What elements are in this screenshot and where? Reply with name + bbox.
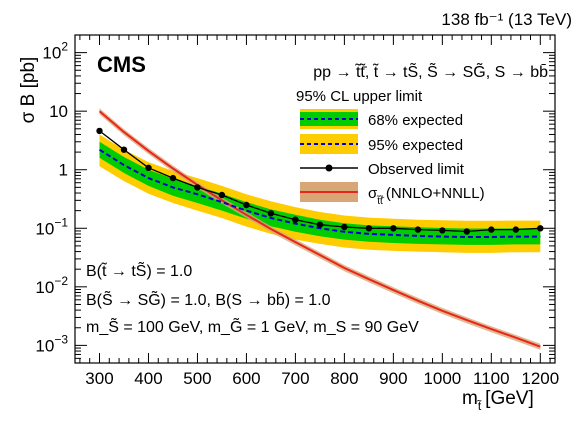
x-axis-title-main: m (462, 388, 478, 409)
observed-point (488, 226, 495, 233)
y-tick-base: 10 (35, 219, 54, 238)
cms-logo: CMS (97, 52, 146, 77)
y-tick-base: 10 (42, 44, 61, 63)
theory-rest: (NNLO+NNLL) (386, 185, 485, 202)
theory-sigma: σ (368, 185, 378, 202)
y-tick-label: 1 (59, 161, 68, 180)
y-tick-label: 10−2 (35, 274, 68, 297)
legend-68-label: 68% expected (368, 112, 463, 129)
y-tick-exponent: −2 (54, 274, 68, 288)
theory-line (98, 110, 541, 348)
observed-point (316, 221, 324, 228)
x-tick-label: 700 (281, 369, 309, 388)
y-tick-exponent: 2 (61, 40, 68, 54)
legend-95-label: 95% expected (368, 137, 463, 154)
observed-point (194, 184, 201, 191)
observed-point (439, 227, 446, 234)
observed-point (292, 216, 299, 223)
legend: 68% expected 95% expected Observed limit… (300, 109, 485, 207)
observed-point (267, 210, 275, 217)
observed-point (537, 225, 544, 232)
observed-point (341, 223, 348, 231)
x-axis-title-unit: [GeV] (485, 388, 534, 409)
x-tick-label: 500 (183, 369, 211, 388)
annotation-br-singlino: B(S̃ → SG̃) = 1.0, B(S → bb̄) = 1.0 (86, 289, 331, 309)
observed-point (365, 225, 373, 232)
y-tick-base: 10 (35, 278, 54, 297)
observed-point (463, 228, 470, 235)
observed-point (414, 226, 422, 233)
annotation-br-stop: B(t̃ → tS̃) = 1.0 (86, 260, 192, 280)
y-tick-label: 10 (49, 102, 68, 121)
x-tick-label: 1100 (473, 369, 510, 388)
legend-theory-label: σt̃t̃̄ (NNLO+NNLL) (368, 185, 485, 207)
y-axis-title: σ B [pb] (18, 57, 39, 124)
theory-sub: t̃t̃̄ (376, 195, 385, 207)
legend-title: 95% CL upper limit (296, 88, 423, 105)
x-tick-label: 300 (85, 369, 113, 388)
observed-point (512, 226, 519, 233)
legend-observed-marker (325, 164, 333, 172)
expected-limit-line (98, 148, 541, 238)
observed-point (169, 174, 177, 182)
y-tick-exponent: −1 (54, 215, 68, 229)
theory-curve (98, 108, 541, 350)
annotation-masses: m_S̃ = 100 GeV, m_G̃ = 1 GeV, m_S = 90 G… (86, 316, 419, 336)
y-tick-base: 10 (49, 102, 68, 121)
x-tick-label: 900 (379, 369, 407, 388)
x-tick-label: 1000 (423, 369, 461, 388)
y-tick-base: 10 (35, 336, 54, 355)
y-tick-label: 102 (42, 40, 68, 63)
x-tick-label: 1200 (521, 369, 559, 388)
y-tick-base: 1 (59, 161, 68, 180)
axes-frame: 300 400 500 600 700 800 900 1000 1100 12001021011… (35, 34, 559, 388)
y-tick-label: 10−3 (35, 332, 68, 355)
x-tick-label: 400 (134, 369, 162, 388)
x-tick-label: 800 (330, 369, 358, 388)
process-label: pp → t̃t̃̄, t̃ → tS̃, S̃ → SG̃, S → bb̄ (313, 61, 548, 81)
observed-point (218, 191, 226, 199)
y-tick-label: 10−1 (35, 215, 68, 238)
y-tick-exponent: −3 (54, 332, 68, 346)
observed-point (243, 201, 250, 209)
limit-lines (96, 127, 544, 238)
legend-observed-label: Observed limit (368, 161, 465, 178)
luminosity-label: 138 fb⁻¹ (13 TeV) (441, 10, 572, 29)
band-95-expected (99, 134, 541, 253)
x-axis-title-sub: t̃ (476, 398, 482, 413)
x-axis-title: mt̃ [GeV] (462, 388, 534, 413)
observed-point (390, 225, 397, 232)
observed-point (145, 164, 152, 171)
observed-point (120, 146, 128, 153)
observed-point (96, 127, 103, 135)
x-tick-label: 600 (232, 369, 260, 388)
